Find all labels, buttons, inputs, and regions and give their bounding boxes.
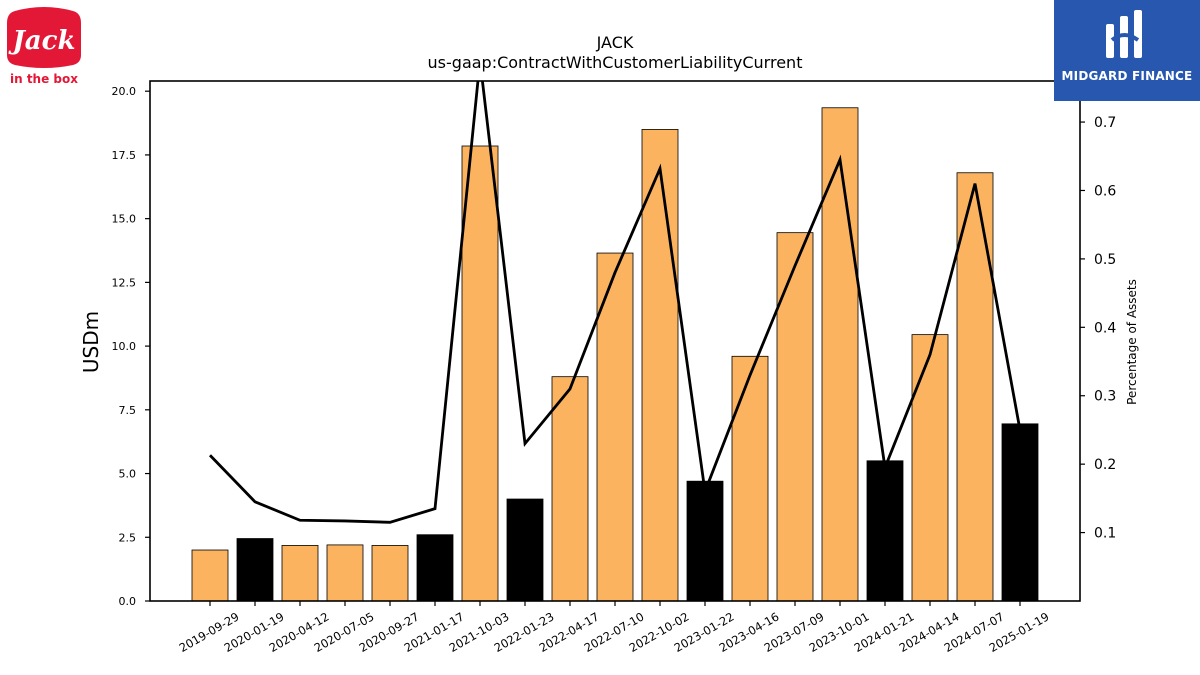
midgard-logo-text: MIDGARD FINANCE [1061, 69, 1193, 83]
y-axis-label: USDm [79, 311, 103, 373]
jack-logo-text: Jack [8, 26, 76, 56]
y-tick-label: 15.0 [112, 213, 137, 226]
y2-tick-label: 0.5 [1094, 252, 1116, 268]
y-tick-label: 2.5 [119, 531, 137, 544]
y2-axis-label: Percentage of Assets [1125, 279, 1139, 405]
jack-logo-subtext: in the box [9, 72, 78, 86]
jack-in-the-box-logo: Jack in the box [5, 5, 83, 87]
bar [731, 355, 769, 602]
bar [821, 107, 859, 602]
y-tick-label: 10.0 [112, 340, 137, 353]
bar [461, 145, 499, 602]
y-tick-label: 17.5 [112, 149, 137, 162]
midgard-finance-logo: MIDGARD FINANCE [1054, 0, 1200, 101]
bar [776, 232, 814, 602]
y2-tick-label: 0.4 [1094, 320, 1116, 336]
bar [506, 498, 544, 602]
y-tick-label: 12.5 [112, 276, 137, 289]
bar [641, 129, 679, 602]
y-tick-label: 5.0 [119, 468, 137, 481]
y2-tick-label: 0.1 [1094, 526, 1116, 542]
chart-title: JACK [596, 33, 634, 52]
bar [371, 545, 409, 602]
plot-area [191, 81, 1039, 602]
bar [281, 545, 319, 602]
line-series [208, 81, 1022, 524]
bar [1001, 423, 1039, 602]
bar [911, 334, 949, 602]
jack-logo-badge: Jack [7, 7, 81, 68]
y2-tick-label: 0.2 [1094, 457, 1116, 473]
y2-tick-label: 0.3 [1094, 389, 1116, 405]
bar [236, 538, 274, 602]
y-tick-label: 20.0 [112, 85, 137, 98]
bar [686, 480, 724, 602]
bar [596, 252, 634, 602]
y2-tick-label: 0.6 [1094, 183, 1116, 199]
y2-tick-label: 0.7 [1094, 115, 1116, 131]
bar [416, 534, 454, 602]
y-tick-label: 7.5 [119, 404, 137, 417]
midgard-logo-mark [1106, 10, 1142, 58]
bar [191, 549, 229, 602]
y-tick-label: 0.0 [119, 595, 137, 608]
bar [551, 376, 589, 602]
bar [326, 544, 364, 602]
chart-subtitle: us-gaap:ContractWithCustomerLiabilityCur… [428, 53, 803, 72]
bar [866, 460, 904, 602]
